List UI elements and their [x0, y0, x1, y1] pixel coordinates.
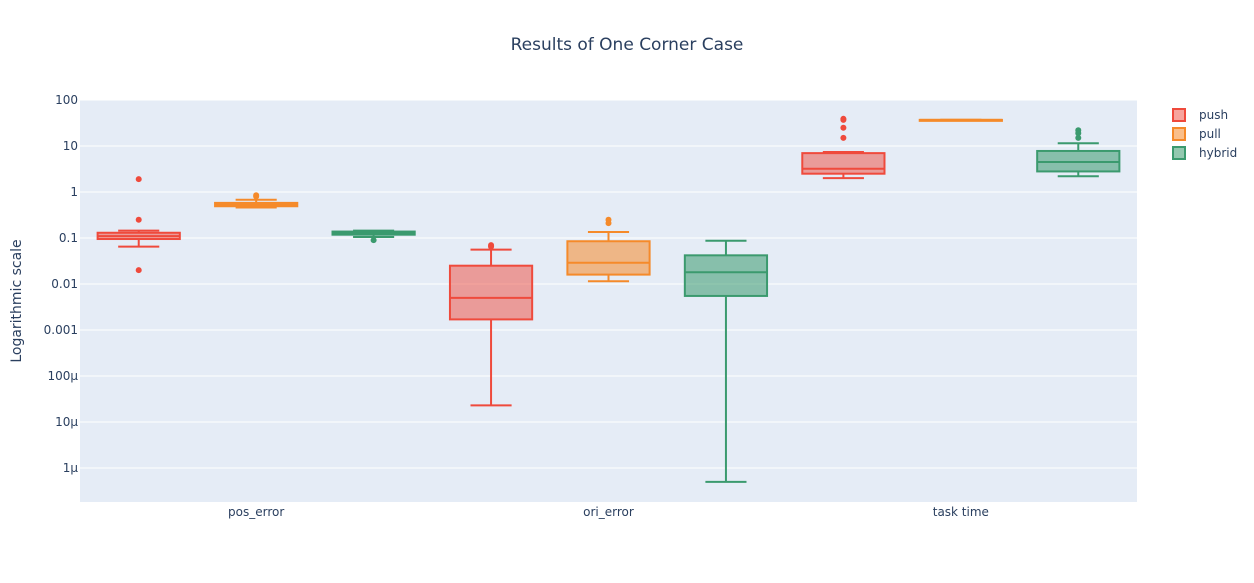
box-pull-pos_error[interactable] [214, 192, 299, 209]
x-tick-label: ori_error [583, 505, 634, 519]
y-tick-label: 100μ [47, 369, 78, 383]
box-push-pos_error[interactable] [96, 176, 181, 274]
legend-label: push [1199, 108, 1228, 122]
box-push-task-time[interactable] [801, 115, 886, 180]
legend-swatch [1172, 127, 1186, 141]
y-tick-label: 0.001 [44, 323, 78, 337]
outlier-point [253, 193, 260, 200]
y-tick-label: 100 [55, 93, 78, 107]
box-push-ori_error[interactable] [448, 242, 534, 407]
legend[interactable]: push pull hybrid [1172, 108, 1237, 160]
outlier-point [370, 237, 377, 244]
legend-label: hybrid [1199, 146, 1237, 160]
legend-label: pull [1199, 127, 1221, 141]
outlier-point [488, 243, 495, 250]
box-hybrid-ori_error[interactable] [683, 239, 769, 483]
y-tick-label: 1μ [63, 461, 79, 475]
x-tick-label: pos_error [228, 505, 284, 519]
x-tick-label: task time [933, 505, 989, 519]
y-tick-label: 10 [63, 139, 78, 153]
legend-swatch [1172, 108, 1186, 122]
x-axis-ticks: pos_error ori_error task time [228, 505, 989, 519]
box-pull-ori_error[interactable] [566, 216, 651, 283]
box-iqr [683, 254, 769, 297]
outlier-point [1075, 130, 1082, 137]
outlier-point [840, 134, 847, 141]
plot-area [80, 100, 1137, 502]
outlier-point [135, 267, 142, 274]
outlier-point [1075, 134, 1082, 141]
box-hybrid-task-time[interactable] [1036, 127, 1121, 178]
legend-item-push[interactable]: push [1172, 108, 1228, 122]
legend-swatch [1172, 146, 1186, 160]
box-iqr [448, 264, 534, 321]
gridlines [80, 99, 1137, 469]
y-axis-ticks: 100 10 1 0.1 0.01 0.001 100μ 10μ 1μ [44, 93, 79, 475]
chart-title: Results of One Corner Case [511, 35, 744, 55]
outlier-point [605, 220, 612, 227]
outlier-point [840, 124, 847, 131]
y-tick-label: 1 [70, 185, 78, 199]
y-axis-label: Logarithmic scale [9, 239, 25, 362]
box-iqr [566, 240, 651, 276]
box-series [96, 115, 1121, 483]
y-tick-label: 10μ [55, 415, 78, 429]
legend-item-pull[interactable]: pull [1172, 127, 1221, 141]
outlier-point [135, 216, 142, 223]
legend-item-hybrid[interactable]: hybrid [1172, 146, 1237, 160]
box-pull-task-time[interactable] [918, 118, 1003, 122]
outlier-point [135, 176, 142, 183]
box-iqr [801, 152, 886, 175]
box-hybrid-pos_error[interactable] [331, 229, 416, 244]
y-tick-label: 0.01 [51, 277, 78, 291]
y-tick-label: 0.1 [59, 231, 78, 245]
outlier-point [840, 116, 847, 123]
